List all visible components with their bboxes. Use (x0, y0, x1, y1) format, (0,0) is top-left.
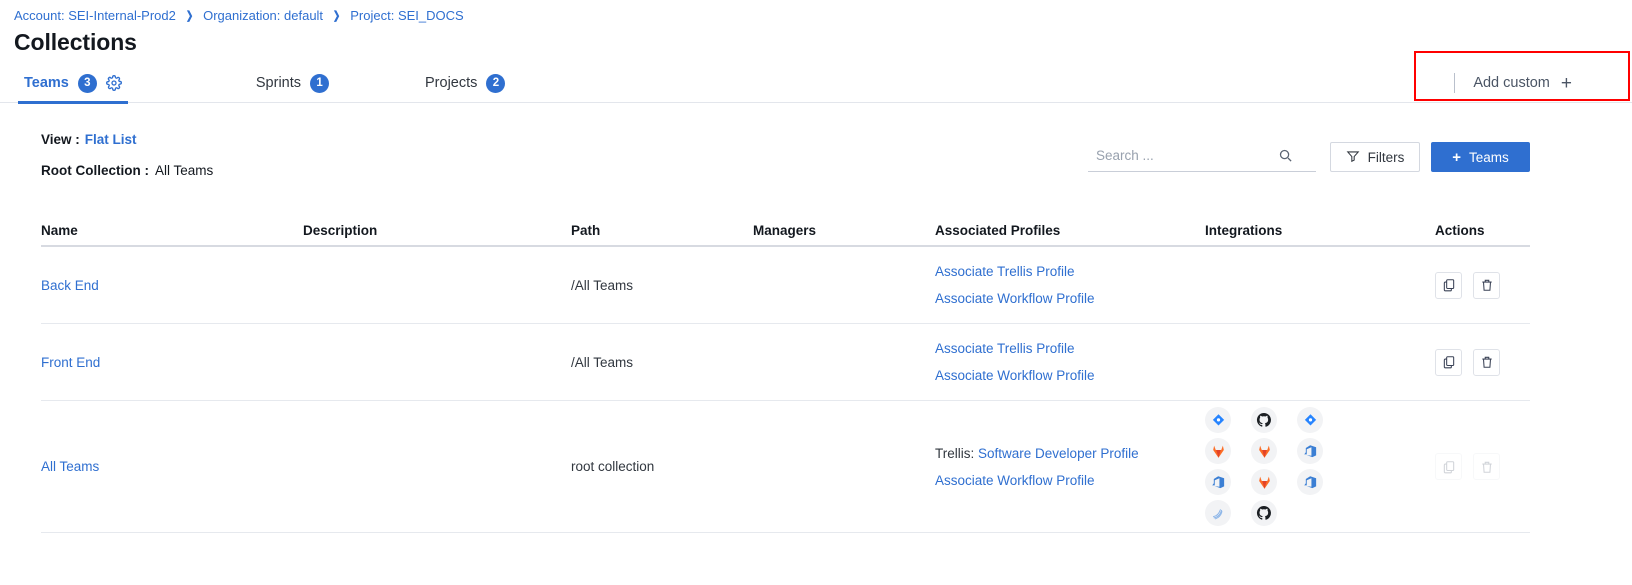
breadcrumb-item-project[interactable]: Project: SEI_DOCS (350, 8, 464, 23)
column-header-integrations: Integrations (1205, 222, 1283, 238)
row-profiles: Trellis: Software Developer Profile Asso… (935, 446, 1205, 488)
azure-devops-icon[interactable] (1205, 469, 1231, 495)
row-path: root collection (571, 459, 655, 474)
add-custom-label: Add custom (1473, 75, 1550, 91)
trash-icon (1481, 356, 1492, 368)
row-name-link[interactable]: All Teams (41, 459, 100, 474)
tab-sprints-badge: 1 (310, 73, 330, 93)
trash-icon (1481, 279, 1492, 291)
gear-icon[interactable] (105, 75, 122, 91)
row-path: /All Teams (571, 277, 634, 293)
gitlab-icon[interactable] (1251, 438, 1277, 464)
filter-icon (1346, 149, 1360, 166)
add-teams-label: Teams (1469, 149, 1509, 165)
search-icon[interactable] (1278, 148, 1293, 163)
tab-teams-badge: 3 (77, 73, 97, 93)
copy-icon (1443, 460, 1454, 473)
row-profiles: Associate Trellis Profile Associate Work… (935, 264, 1205, 306)
tab-bar: Teams 3 Sprints 1 Projects 2 (0, 63, 1632, 104)
tab-sprints[interactable]: Sprints 1 (232, 63, 353, 103)
column-header-actions: Actions (1435, 222, 1485, 238)
row-actions (1435, 453, 1530, 480)
delete-button (1473, 453, 1500, 480)
filters-button[interactable]: Filters (1330, 142, 1420, 172)
row-path: /All Teams (571, 354, 634, 370)
azure-devops-icon[interactable] (1297, 438, 1323, 464)
column-header-description: Description (303, 222, 378, 238)
row-integrations (1205, 407, 1435, 526)
plus-icon: + (1560, 72, 1572, 94)
root-collection-label: Root Collection : (41, 163, 149, 178)
column-header-path: Path (571, 222, 601, 238)
column-header-profiles: Associated Profiles (935, 222, 1061, 238)
table-header-row: Name Description Path Managers Associate… (41, 215, 1530, 247)
view-selector: View : Flat List (41, 132, 137, 147)
delete-button[interactable] (1473, 271, 1500, 299)
jira-icon[interactable] (1297, 407, 1323, 433)
harness-icon[interactable] (1205, 500, 1231, 526)
tab-sprints-label: Sprints (255, 75, 302, 91)
divider (1454, 73, 1456, 93)
root-collection-value: All Teams (155, 163, 214, 178)
plus-icon: + (1452, 148, 1461, 166)
github-icon[interactable] (1251, 407, 1277, 433)
tab-projects[interactable]: Projects 2 (401, 63, 529, 103)
view-value[interactable]: Flat List (84, 132, 137, 147)
software-developer-profile-link[interactable]: Software Developer Profile (978, 445, 1139, 461)
integrations-grid (1205, 407, 1435, 526)
row-actions (1435, 348, 1530, 376)
breadcrumb: Account: SEI-Internal-Prod2 ❯ Organizati… (14, 8, 464, 24)
filters-label: Filters (1367, 149, 1405, 165)
breadcrumb-separator-icon: ❯ (185, 10, 194, 22)
page-title: Collections (14, 29, 137, 55)
collections-table: Name Description Path Managers Associate… (41, 215, 1530, 533)
trellis-prefix-label: Trellis: (935, 445, 975, 461)
search-box[interactable] (1088, 144, 1316, 172)
associate-trellis-profile-link[interactable]: Associate Trellis Profile (935, 341, 1075, 356)
column-header-name: Name (41, 222, 78, 238)
add-teams-button[interactable]: + Teams (1431, 142, 1530, 172)
table-row[interactable]: Back End /All Teams Associate Trellis Pr… (41, 247, 1530, 324)
gitlab-icon[interactable] (1251, 469, 1277, 495)
gitlab-icon[interactable] (1205, 438, 1231, 464)
associate-workflow-profile-link[interactable]: Associate Workflow Profile (935, 472, 1095, 488)
add-custom-wrap: Add custom + (1454, 63, 1624, 103)
copy-icon (1443, 279, 1454, 292)
copy-button[interactable] (1435, 348, 1462, 376)
tab-projects-badge: 2 (486, 73, 506, 93)
copy-button[interactable] (1435, 271, 1462, 299)
row-profiles: Associate Trellis Profile Associate Work… (935, 341, 1205, 383)
associate-workflow-profile-link[interactable]: Associate Workflow Profile (935, 291, 1095, 306)
table-row[interactable]: Front End /All Teams Associate Trellis P… (41, 324, 1530, 401)
add-custom-button[interactable]: Add custom + (1473, 74, 1624, 93)
associate-workflow-profile-link[interactable]: Associate Workflow Profile (935, 368, 1095, 383)
copy-icon (1443, 356, 1454, 369)
column-header-managers: Managers (753, 222, 817, 238)
jira-icon[interactable] (1205, 407, 1231, 433)
tab-teams-label: Teams (24, 75, 69, 91)
breadcrumb-item-organization[interactable]: Organization: default (203, 8, 324, 23)
associate-trellis-profile-link[interactable]: Associate Trellis Profile (935, 264, 1075, 279)
tab-projects-label: Projects (425, 75, 478, 91)
table-row[interactable]: All Teams root collection Trellis: Softw… (41, 401, 1530, 533)
copy-button (1435, 453, 1462, 480)
breadcrumb-item-account[interactable]: Account: SEI-Internal-Prod2 (14, 8, 176, 23)
trash-icon (1481, 461, 1492, 473)
delete-button[interactable] (1473, 348, 1500, 376)
row-name-link[interactable]: Back End (41, 277, 99, 293)
view-label: View : (41, 132, 80, 147)
tab-list: Teams 3 Sprints 1 Projects 2 (0, 63, 529, 104)
root-collection-selector: Root Collection : All Teams (41, 163, 213, 178)
breadcrumb-separator-icon: ❯ (332, 10, 341, 22)
row-name-link[interactable]: Front End (41, 354, 101, 370)
tab-teams[interactable]: Teams 3 (0, 63, 146, 104)
search-input[interactable] (1088, 148, 1278, 167)
row-actions (1435, 271, 1530, 299)
github-icon[interactable] (1251, 500, 1277, 526)
azure-devops-icon[interactable] (1297, 469, 1323, 495)
